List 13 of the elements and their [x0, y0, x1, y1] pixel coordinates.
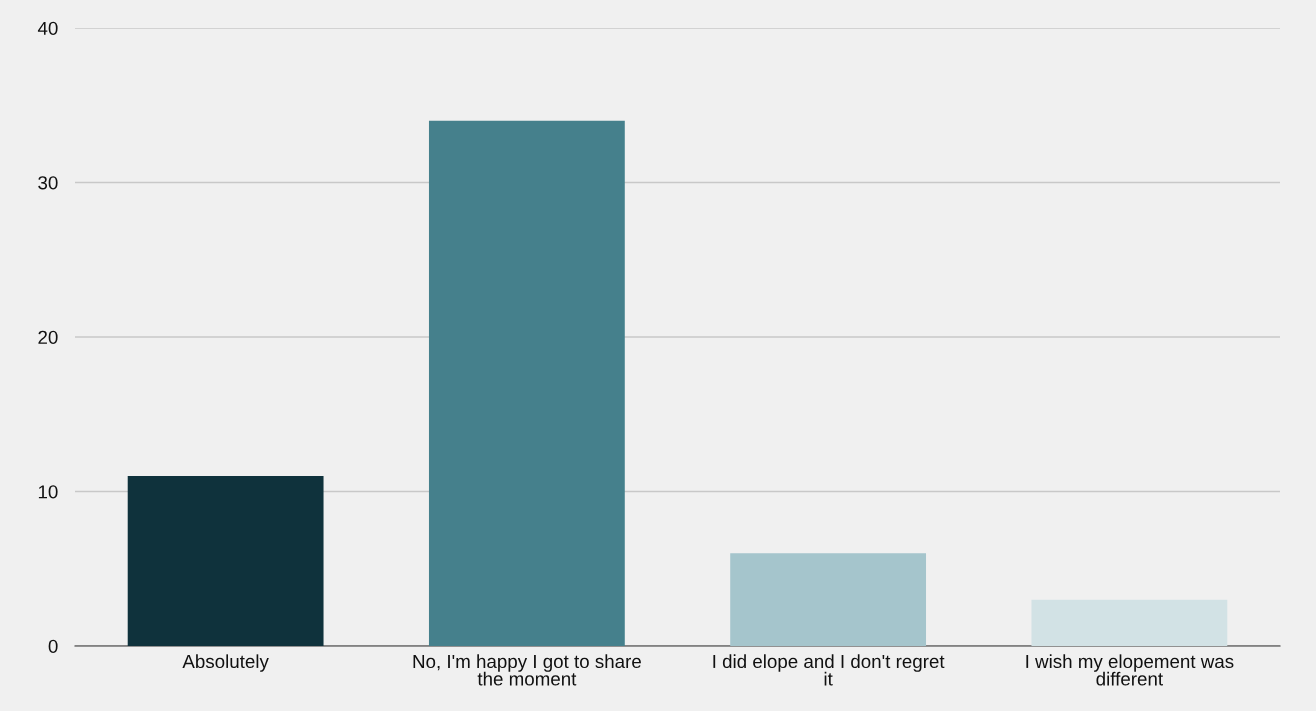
y-tick-label: 10 [38, 485, 58, 499]
y-tick-label: 0 [48, 639, 58, 653]
x-tick-label: I did elope and I don't regret it [713, 654, 945, 686]
y-tick-label: 40 [37, 21, 58, 35]
x-tick-label: Absolutely [182, 654, 269, 672]
bar [730, 553, 927, 646]
bar [428, 120, 625, 646]
x-tick-label: No, I'm happy I got to share the moment [413, 654, 641, 686]
y-tick-label: 20 [38, 330, 58, 344]
y-tick-label: 30 [38, 176, 58, 190]
x-tick-label: I wish my elopement was different [1026, 654, 1234, 686]
bar [1031, 599, 1228, 646]
bar [127, 476, 324, 646]
